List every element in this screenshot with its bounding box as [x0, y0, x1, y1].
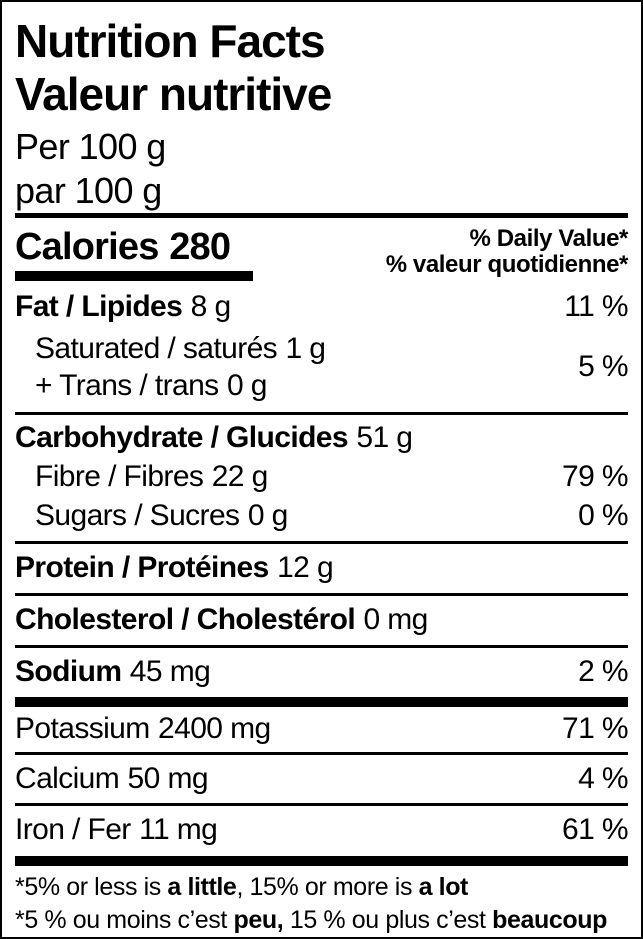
nutrient-text: Calcium 50 mg: [15, 762, 209, 796]
footnote-en: *5% or less is a little, 15% or more is …: [15, 871, 628, 904]
nutrient-dv-saturated-trans: 5 %: [578, 350, 629, 383]
nutrient-text: Fibre / Fibres 22 g: [15, 460, 268, 494]
nutrient-amount: 0 mg: [363, 603, 428, 636]
nutrient-amount: 45 mg: [129, 655, 211, 688]
footnote-en-part2: , 15% or more is: [236, 873, 419, 901]
nutrient-name: Fibre / Fibres: [35, 460, 204, 493]
nutrient-row-sugars: Sugars / Sucres 0 g 0 %: [15, 499, 629, 541]
nutrient-name: Saturated / saturés: [35, 332, 278, 365]
calories-underline-bar: [15, 271, 253, 281]
calories-row: Calories 280 % Daily Value* % valeur quot…: [15, 218, 628, 287]
nutrient-amount: 8 g: [190, 290, 232, 323]
divider-medium-top: [15, 213, 628, 218]
nutrient-amount: 22 g: [211, 460, 269, 493]
footnote-fr-part2: 15 % ou plus c’est: [283, 906, 493, 934]
label-title-en: Nutrition Facts: [15, 15, 326, 67]
divider-thin: [15, 541, 628, 544]
nutrient-dv: 0 %: [578, 499, 629, 532]
footnote-en-bold1: a little: [167, 873, 237, 901]
nutrient-amount: 1 g: [285, 332, 326, 365]
nutrient-row-iron: Iron / Fer 11 mg 61 %: [15, 806, 629, 856]
nutrient-text: Potassium 2400 mg: [15, 712, 271, 746]
nutrient-name: Iron / Fer: [15, 813, 131, 846]
divider-thick-bottom: [15, 856, 628, 866]
nutrient-amount: 0 g: [226, 369, 268, 402]
nutrient-text: Fat / Lipides 8 g: [15, 290, 231, 324]
nutrient-dv: 2 %: [578, 655, 629, 688]
nutrient-text: Sugars / Sucres 0 g: [15, 499, 288, 533]
nutrient-text: Carbohydrate / Glucides 51 g: [15, 421, 413, 455]
nutrient-name: Cholesterol / Cholestérol: [15, 603, 356, 636]
nutrient-row-calcium: Calcium 50 mg 4 %: [15, 755, 629, 803]
serving-size-en: Per 100 g: [15, 126, 166, 167]
calories-value: 280: [169, 226, 231, 268]
footnote-en-part1: *5% or less is: [15, 873, 168, 901]
group-lines: Saturated / saturés 1 g + Trans / trans 0 …: [15, 330, 326, 404]
nutrient-dv: 4 %: [578, 762, 629, 795]
nutrient-name: + Trans / trans: [35, 369, 219, 402]
nutrient-dv: 71 %: [562, 712, 629, 745]
calories-block: Calories 280: [15, 226, 253, 281]
divider-thin: [15, 752, 628, 755]
footnote-en-bold2: a lot: [418, 873, 469, 901]
nutrient-row-carbohydrate: Carbohydrate / Glucides 51 g: [15, 415, 628, 460]
nutrient-row-fat: Fat / Lipides 8 g 11 %: [15, 287, 629, 330]
nutrient-dv: 11 %: [564, 290, 628, 323]
nutrient-name: Sugars / Sucres: [35, 499, 240, 532]
divider-thin: [15, 803, 628, 806]
nutrient-dv: 79 %: [562, 460, 629, 493]
nutrient-name: Protein / Protéines: [15, 551, 269, 584]
nutrient-text: Sodium 45 mg: [15, 655, 211, 689]
nutrient-row-potassium: Potassium 2400 mg 71 %: [15, 707, 629, 752]
nutrient-row-trans: + Trans / trans 0 g: [15, 367, 325, 404]
nutrient-dv: 61 %: [562, 813, 629, 846]
calories-label: Calories: [15, 226, 159, 268]
nutrient-amount: 51 g: [356, 421, 413, 454]
nutrient-text: Protein / Protéines 12 g: [15, 551, 334, 585]
nutrient-row-fibre: Fibre / Fibres 22 g 79 %: [15, 460, 629, 499]
daily-value-header-fr: % valeur quotidienne*: [385, 251, 629, 278]
nutrient-row-cholesterol: Cholesterol / Cholestérol 0 mg: [15, 596, 628, 645]
nutrient-amount: 0 g: [247, 499, 289, 532]
daily-value-header: % Daily Value* % valeur quotidienne*: [385, 225, 629, 278]
nutrient-name: Sodium: [15, 655, 122, 688]
nutrient-row-saturated: Saturated / saturés 1 g: [15, 330, 326, 367]
footnote-fr-bold1: peu,: [233, 906, 284, 934]
label-title-fr: Valeur nutritive: [15, 68, 332, 120]
divider-thin: [15, 593, 628, 596]
nutrient-amount: 12 g: [277, 551, 334, 584]
nutrient-row-protein: Protein / Protéines 12 g: [15, 544, 628, 593]
nutrient-amount: 11 mg: [139, 813, 218, 846]
divider-thin: [15, 645, 628, 648]
nutrient-name: Carbohydrate / Glucides: [15, 421, 349, 454]
serving-size-fr: par 100 g: [15, 170, 162, 211]
nutrient-amount: 2400 mg: [158, 712, 271, 745]
daily-value-header-en: % Daily Value*: [469, 225, 629, 252]
footnote-fr-part1: *5 % ou moins c’est: [15, 906, 234, 934]
footnote-fr: *5 % ou moins c’est peu, 15 % ou plus c’…: [15, 904, 628, 937]
calories-text: Calories 280: [15, 226, 253, 268]
nutrient-name: Fat / Lipides: [15, 290, 183, 323]
nutrient-name: Potassium: [15, 712, 150, 745]
divider-thin: [15, 412, 628, 415]
nutrient-text: Cholesterol / Cholestérol 0 mg: [15, 603, 428, 637]
nutrient-amount: 50 mg: [127, 762, 209, 795]
nutrient-group-saturated-trans: Saturated / saturés 1 g + Trans / trans 0 …: [15, 330, 629, 412]
nutrient-text: Iron / Fer 11 mg: [15, 813, 218, 847]
nutrient-name: Calcium: [15, 762, 120, 795]
nutrient-row-sodium: Sodium 45 mg 2 %: [15, 648, 629, 697]
divider-thick: [15, 697, 628, 707]
footnote-fr-bold2: beaucoup: [492, 906, 607, 934]
